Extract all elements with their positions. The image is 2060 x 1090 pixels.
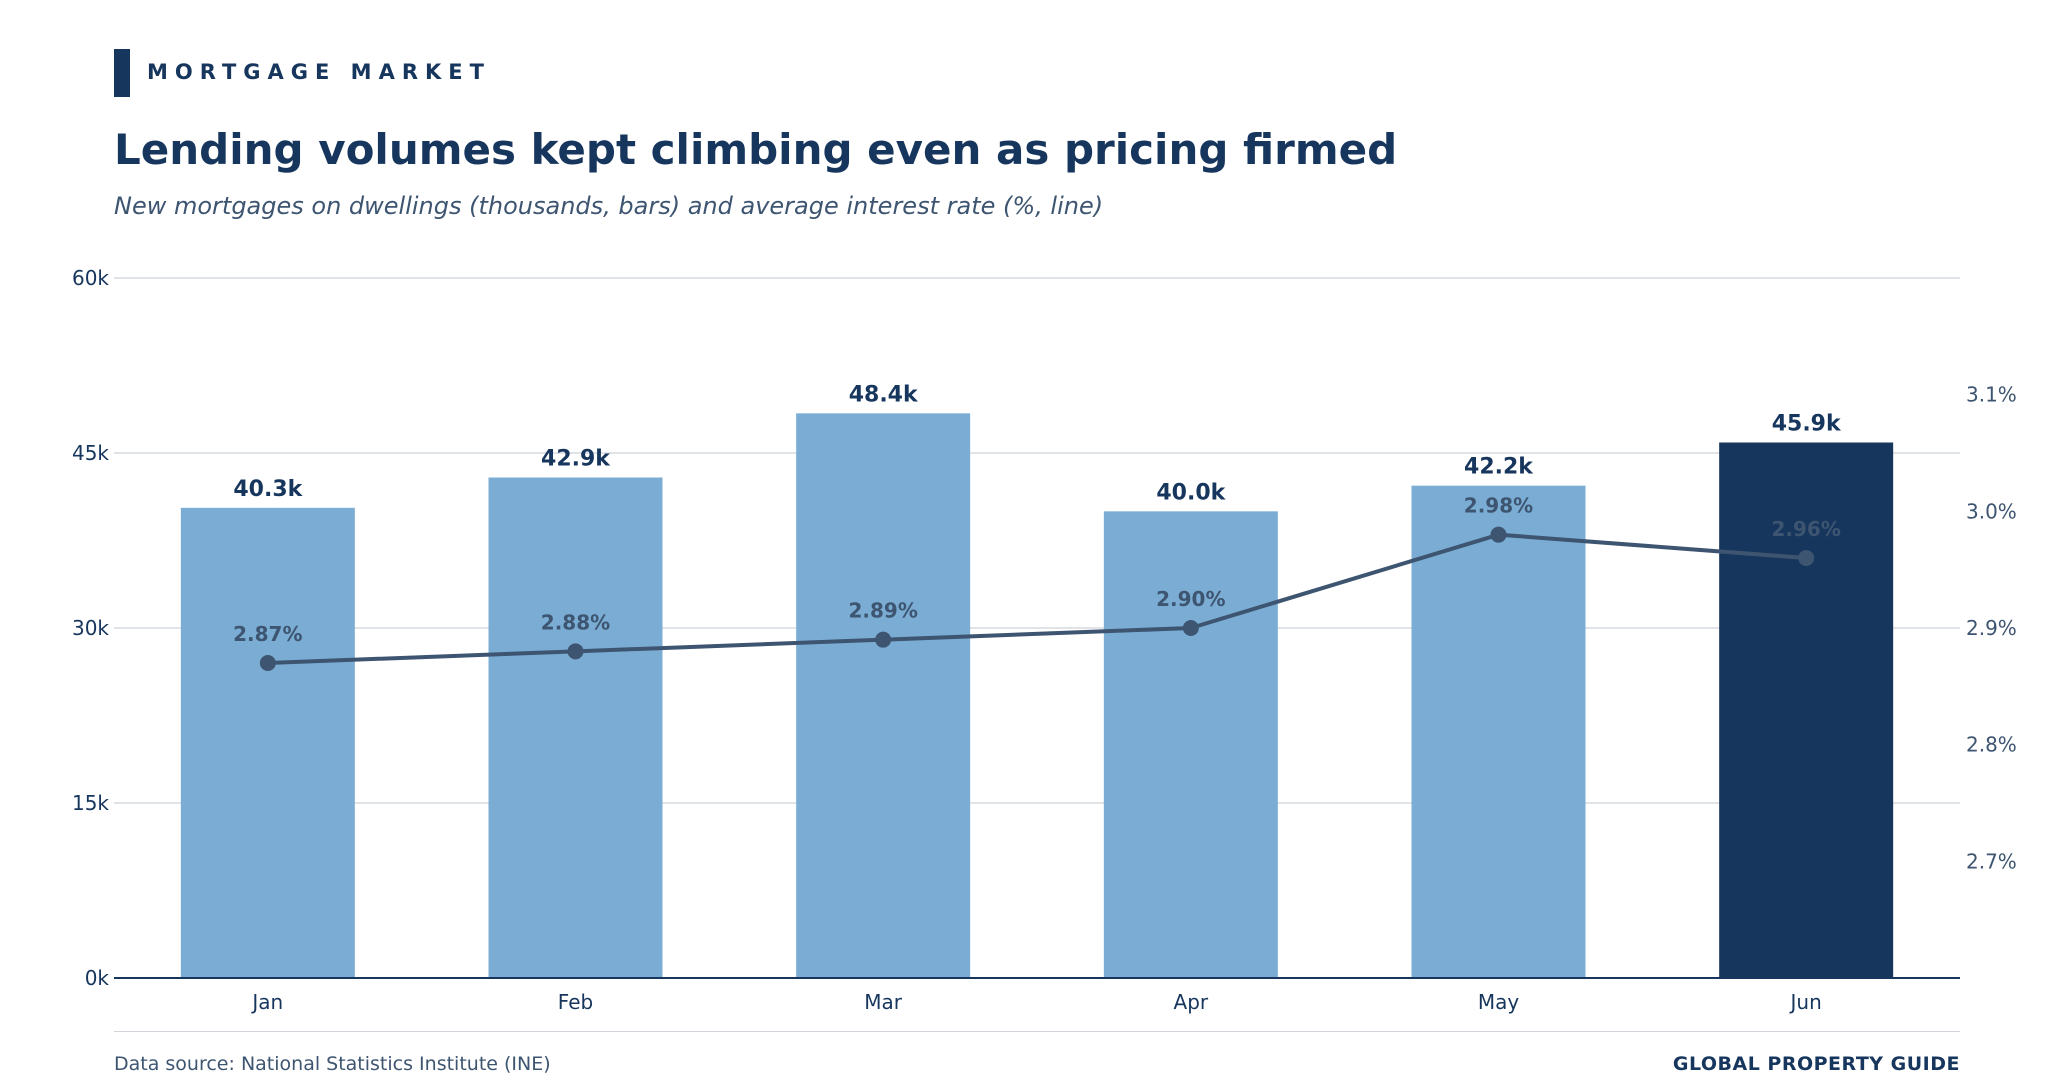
bar-value-label: 48.4k (849, 382, 919, 407)
x-tick-label: Jan (250, 990, 283, 1014)
y-left-tick-label: 60k (72, 266, 109, 290)
rate-value-label: 2.88% (541, 610, 610, 634)
rate-point (567, 643, 584, 660)
rate-value-label: 2.87% (233, 622, 302, 646)
x-tick-label: Feb (558, 990, 593, 1014)
bar (796, 413, 971, 978)
rate-value-label: 2.89% (848, 599, 917, 623)
x-tick-label: Apr (1174, 990, 1209, 1014)
bar (488, 477, 663, 978)
rate-point (875, 631, 892, 648)
kicker-accent-bar (114, 49, 130, 97)
y-left-tick-label: 30k (72, 616, 109, 640)
y-right-tick-label: 3.1% (1966, 383, 2017, 407)
x-tick-label: May (1478, 990, 1520, 1014)
bar-value-label: 40.0k (1156, 480, 1226, 505)
y-left-tick-label: 45k (72, 441, 109, 465)
bar (1411, 485, 1586, 978)
rate-line (267, 532, 1807, 665)
chart-subtitle: New mortgages on dwellings (thousands, b… (114, 192, 1104, 220)
y-right-tick-label: 2.9% (1966, 616, 2017, 640)
bar (1103, 511, 1278, 978)
y-left-tick-label: 0k (85, 966, 110, 990)
y-right-tick-label: 2.7% (1966, 849, 2017, 873)
rate-value-label: 2.98% (1464, 494, 1533, 518)
rate-value-label: 2.90% (1156, 587, 1225, 611)
bar-value-label: 42.2k (1464, 455, 1534, 480)
y-right-tick-label: 3.0% (1966, 499, 2017, 523)
rate-point (1798, 550, 1815, 566)
bar-value-label: 42.9k (541, 447, 611, 472)
y-right-tick-label: 2.8% (1966, 733, 2017, 757)
footer-divider (114, 1031, 1960, 1032)
bar-value-label: 40.3k (233, 477, 303, 502)
rate-value-label: 2.96% (1771, 517, 1840, 541)
bar-value-label: 45.9k (1772, 412, 1842, 437)
rate-point (1490, 526, 1507, 543)
chart-title: Lending volumes kept climbing even as pr… (114, 125, 1398, 174)
bar (1719, 442, 1894, 978)
x-tick-label: Mar (864, 990, 903, 1014)
rate-point (1182, 620, 1199, 636)
data-source-note: Data source: National Statistics Institu… (114, 1053, 551, 1075)
rate-point (259, 655, 276, 671)
y-left-tick-label: 15k (72, 791, 109, 815)
x-tick-label: Jun (1789, 990, 1822, 1014)
bar (180, 507, 355, 978)
kicker-label: MORTGAGE MARKET (147, 60, 491, 84)
brand-label: GLOBAL PROPERTY GUIDE (1672, 1053, 1960, 1075)
